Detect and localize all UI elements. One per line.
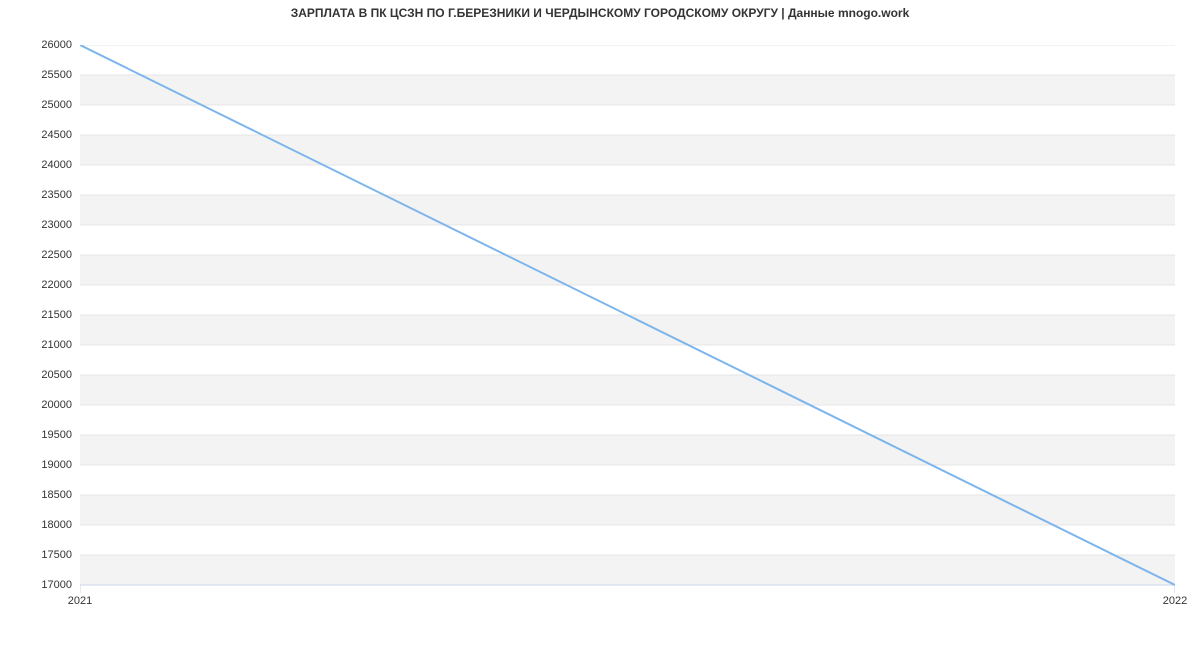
y-tick-label: 17000 (20, 579, 72, 591)
y-tick-label: 22500 (20, 249, 72, 261)
y-tick-label: 25500 (20, 69, 72, 81)
y-tick-label: 23500 (20, 189, 72, 201)
y-tick-label: 19500 (20, 429, 72, 441)
x-tick-label: 2021 (40, 595, 120, 607)
y-tick-label: 26000 (20, 39, 72, 51)
y-tick-label: 20000 (20, 399, 72, 411)
plot-area (80, 45, 1175, 585)
y-tick-label: 20500 (20, 369, 72, 381)
y-tick-label: 18000 (20, 519, 72, 531)
x-tick-label: 2022 (1135, 595, 1200, 607)
y-tick-label: 24500 (20, 129, 72, 141)
y-tick-label: 25000 (20, 99, 72, 111)
y-tick-label: 24000 (20, 159, 72, 171)
y-tick-label: 18500 (20, 489, 72, 501)
y-tick-label: 17500 (20, 549, 72, 561)
chart-svg (80, 45, 1175, 605)
chart-title: ЗАРПЛАТА В ПК ЦСЗН ПО Г.БЕРЕЗНИКИ И ЧЕРД… (0, 6, 1200, 20)
y-tick-label: 19000 (20, 459, 72, 471)
y-tick-label: 23000 (20, 219, 72, 231)
y-tick-label: 22000 (20, 279, 72, 291)
y-tick-label: 21000 (20, 339, 72, 351)
y-tick-label: 21500 (20, 309, 72, 321)
